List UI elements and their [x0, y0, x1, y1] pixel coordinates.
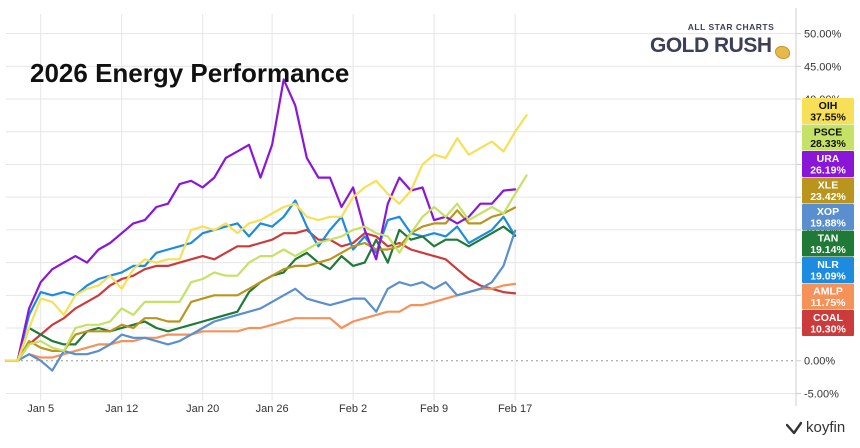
legend-value: 26.19%: [810, 165, 846, 177]
series-line-tan: [4, 225, 517, 362]
legend-ticker: PSCE: [814, 127, 843, 139]
legend-ticker: TAN: [818, 233, 839, 245]
series-line-nlr: [4, 199, 517, 362]
x-tick-label: Jan 12: [105, 403, 138, 415]
legend-value: 19.88%: [810, 218, 846, 230]
legend-value: 37.55%: [810, 112, 846, 124]
legend-ticker: NLR: [817, 259, 839, 271]
x-tick-label: Feb 2: [339, 403, 367, 415]
series-line-coal: [4, 228, 517, 362]
legend-value: 23.42%: [810, 191, 846, 203]
series-line-oih: [4, 113, 528, 362]
x-tick-label: Feb 17: [498, 403, 532, 415]
legend-swatch: [802, 151, 854, 177]
legend-ticker: COAL: [813, 312, 843, 324]
legend-ticker: XLE: [818, 180, 838, 192]
legend-value: 19.14%: [810, 244, 846, 256]
gold-nugget-icon: [774, 46, 790, 59]
y-tick-label: 50.00%: [804, 29, 842, 41]
series-line-xop: [4, 229, 517, 372]
line-layer: [4, 78, 528, 372]
brand-logo-main: GOLD RUSH: [650, 32, 790, 59]
legend-swatch: [802, 177, 854, 204]
legend-swatch: [802, 257, 854, 283]
brand-logo-top: ALL STAR CHARTS: [687, 22, 775, 32]
legend-swatch: [802, 283, 854, 310]
series-line-amlp: [4, 282, 517, 362]
y-tick-label: 45.00%: [804, 61, 842, 73]
legend-value: 11.75%: [810, 297, 846, 309]
koyfin-logo-text: koyfin: [806, 419, 846, 436]
legend-value: 19.09%: [810, 271, 846, 283]
legend-ticker: OIH: [819, 100, 838, 112]
footer-brand: koyfin: [786, 419, 845, 436]
legend-swatch: [802, 124, 854, 151]
brand-logo-text: GOLD RUSH: [650, 33, 772, 57]
series-line-xle: [4, 206, 517, 362]
x-tick-label: Jan 20: [186, 403, 219, 415]
legend-swatch: [802, 310, 854, 336]
legend-ticker: AMLP: [813, 286, 843, 298]
series-line-psce: [4, 174, 528, 362]
chart-title: 2026 Energy Performance: [30, 58, 350, 88]
brand-logo: ALL STAR CHARTS GOLD RUSH: [650, 22, 790, 59]
y-tick-label: 0.00%: [804, 356, 835, 368]
legend-swatch: [802, 230, 854, 257]
legend-swatch: [802, 204, 854, 230]
x-axis: Jan 5 Jan 12 Jan 20 Jan 26 Feb 2 Feb 9 Feb 17: [27, 403, 532, 415]
y-tick-label: -5.00%: [804, 388, 839, 400]
koyfin-logo-icon: [786, 421, 802, 434]
x-tick-label: Jan 5: [27, 403, 54, 415]
x-tick-label: Feb 9: [420, 403, 448, 415]
legend-value: 10.30%: [810, 324, 846, 336]
legend-swatch: [802, 98, 854, 124]
legend-ticker: URA: [817, 153, 840, 165]
x-tick-label: Jan 26: [256, 403, 289, 415]
legend-ticker: XOP: [817, 206, 839, 218]
legend-value: 28.33%: [810, 138, 846, 150]
legend: OIH37.55%PSCE28.33%URA26.19%XLE23.42%XOP…: [802, 98, 854, 336]
